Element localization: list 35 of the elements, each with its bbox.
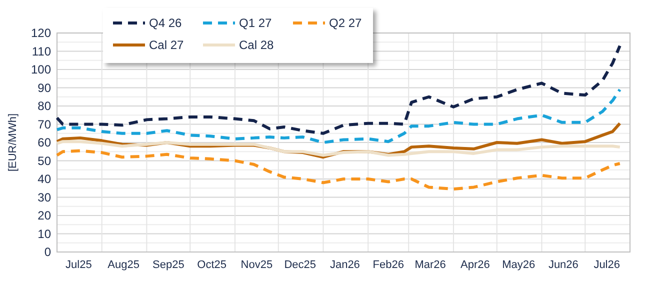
legend-label: Q4 26 [149,16,182,30]
x-tick-label: Oct25 [197,259,227,271]
x-tick-label: Dec25 [284,259,316,271]
y-tick-label: 90 [38,80,52,95]
y-tick-label: 120 [30,26,52,40]
x-tick-label: Feb26 [372,259,404,271]
y-tick-label: 80 [38,99,52,114]
x-tick-label: Mar26 [414,259,446,271]
y-tick-label: 20 [38,208,52,223]
y-tick-label: 10 [38,226,52,241]
y-tick-label: 40 [38,172,52,186]
y-tick-label: 70 [38,117,52,132]
legend-label: Cal 28 [239,38,274,52]
legend-label: Q1 27 [239,16,272,30]
x-tick-label: Nov25 [240,259,273,271]
line-series [56,88,622,144]
line-series [56,140,622,157]
x-tick-label: Apr26 [460,259,490,271]
x-tick-label: May26 [502,259,536,271]
y-tick-label: 0 [44,245,52,260]
y-tick-label: 50 [38,154,52,168]
y-tick-label: 30 [38,190,52,204]
x-tick-label: Aug25 [108,259,140,271]
x-tick-label: Sep25 [152,259,184,271]
legend-label: Q2 27 [329,16,362,30]
x-tick-label: Jul26 [594,259,620,271]
x-tick-label: Jul25 [66,259,92,271]
x-tick-label: Jun26 [548,259,578,271]
y-tick-label: 60 [38,136,52,150]
x-tick-label: Jan26 [330,259,360,271]
legend-label: Cal 27 [149,38,184,52]
y-tick-label: 100 [30,62,52,77]
line-series [56,149,622,191]
y-axis-title: [EUR/MWh] [7,113,19,172]
y-tick-label: 110 [32,44,52,58]
